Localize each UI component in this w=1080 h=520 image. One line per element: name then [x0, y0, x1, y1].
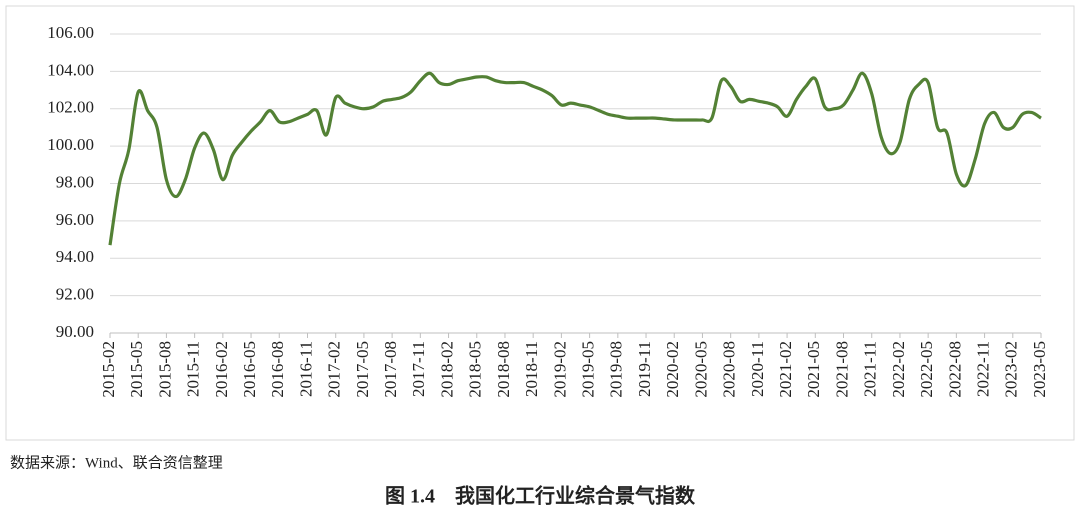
x-tick-label: 2015-05 [127, 341, 146, 398]
x-tick-label: 2017-02 [325, 341, 344, 398]
y-tick-label: 104.00 [47, 60, 94, 79]
source-note: 数据来源：Wind、联合资信整理 [10, 454, 223, 471]
x-tick-label: 2017-08 [381, 341, 400, 398]
x-tick-label: 2022-05 [917, 341, 936, 398]
x-tick-label: 2015-11 [184, 341, 203, 397]
line-series [108, 71, 1042, 246]
y-tick-label: 102.00 [47, 98, 94, 117]
x-tick-label: 2022-08 [945, 341, 964, 398]
x-tick-label: 2020-02 [663, 341, 682, 398]
x-tick-label: 2019-02 [550, 341, 569, 398]
x-tick-label: 2019-08 [607, 341, 626, 398]
x-tick-label: 2019-11 [635, 341, 654, 397]
x-tick-label: 2016-05 [240, 341, 259, 398]
x-tick-label: 2019-05 [579, 341, 598, 398]
x-tick-label: 2020-11 [748, 341, 767, 397]
y-tick-label: 100.00 [47, 135, 94, 154]
y-tick-label: 106.00 [47, 23, 94, 42]
x-tick-label: 2021-08 [832, 341, 851, 398]
x-tick-label: 2023-05 [1030, 341, 1049, 398]
x-tick-label: 2018-11 [522, 341, 541, 397]
y-tick-label: 98.00 [56, 172, 94, 191]
x-tick-label: 2017-11 [409, 341, 428, 397]
x-tick-label: 2017-05 [353, 341, 372, 398]
x-tick-label: 2020-05 [691, 341, 710, 398]
x-tick-label: 2016-02 [212, 341, 231, 398]
x-tick-label: 2022-11 [973, 341, 992, 397]
x-tick-label: 2015-02 [99, 341, 118, 398]
x-tick-label: 2018-02 [437, 341, 456, 398]
x-tick-label: 2015-08 [155, 341, 174, 398]
x-tick-label: 2020-08 [720, 341, 739, 398]
x-tick-label: 2018-05 [466, 341, 485, 398]
y-tick-label: 90.00 [56, 322, 94, 341]
x-tick-label: 2023-02 [1002, 341, 1021, 398]
x-tick-label: 2021-11 [861, 341, 880, 397]
x-tick-label: 2016-11 [296, 341, 315, 397]
x-tick-label: 2018-08 [494, 341, 513, 398]
y-tick-label: 94.00 [56, 247, 94, 266]
chart-title: 图 1.4 我国化工行业综合景气指数 [385, 484, 696, 508]
x-tick-label: 2022-02 [889, 341, 908, 398]
chart-border [5, 5, 1075, 441]
x-tick-label: 2021-05 [804, 341, 823, 398]
x-tick-label: 2021-02 [776, 341, 795, 398]
y-tick-label: 96.00 [56, 210, 94, 229]
y-tick-label: 92.00 [56, 285, 94, 304]
x-tick-label: 2016-08 [268, 341, 287, 398]
